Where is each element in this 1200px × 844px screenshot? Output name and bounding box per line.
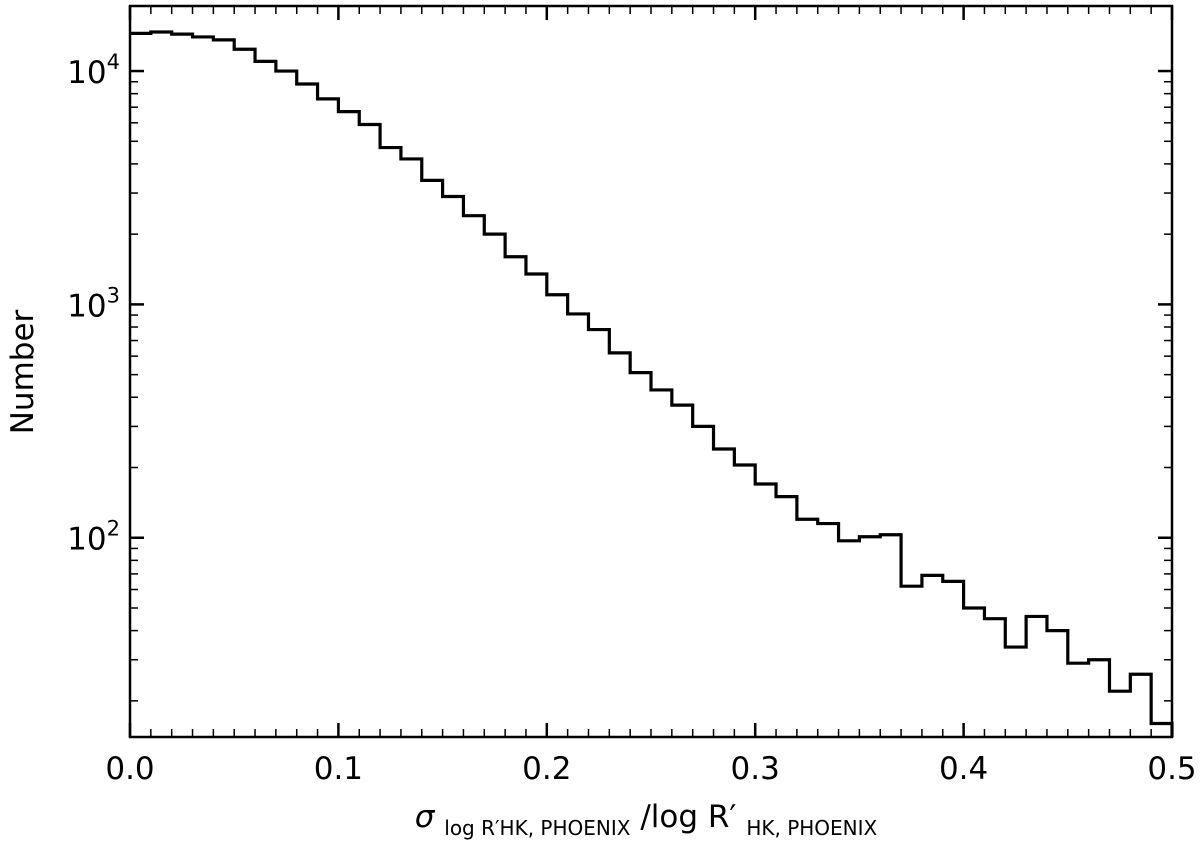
x-tick-label: 0.3 xyxy=(731,751,780,787)
y-tick-label: 104 xyxy=(67,50,120,91)
x-axis-label-rest: /log R′ xyxy=(640,799,736,835)
x-axis-label-sigma: σ xyxy=(415,799,436,835)
y-tick-base: 10 xyxy=(67,288,106,324)
minor-ticks xyxy=(130,6,1172,737)
y-tick-base: 10 xyxy=(67,522,106,558)
x-tick-label: 0.1 xyxy=(314,751,363,787)
x-axis-label-rest-sub: HK, PHOENIX xyxy=(746,816,877,840)
x-tick-label: 0.4 xyxy=(939,751,988,787)
x-axis-label: σ log R′HK, PHOENIX /log R′ HK, PHOENIX xyxy=(415,799,878,843)
x-tick-label: 0.5 xyxy=(1147,751,1196,787)
plot-frame xyxy=(128,4,1174,739)
x-tick-label: 0.2 xyxy=(522,751,571,787)
x-axis-label-sub: log R′HK, PHOENIX xyxy=(444,816,630,840)
y-tick-exponent: 4 xyxy=(107,50,120,74)
x-tick-label: 0.0 xyxy=(105,751,154,787)
histogram-series xyxy=(130,30,1174,737)
y-tick-label: 102 xyxy=(67,517,120,558)
y-tick-exponent: 2 xyxy=(107,517,120,541)
y-axis-label: Number xyxy=(5,309,41,434)
y-tick-exponent: 3 xyxy=(107,283,120,307)
y-tick-base: 10 xyxy=(67,55,106,91)
y-tick-label: 103 xyxy=(67,283,120,324)
x-tick-labels: 0.0 0.1 0.2 0.3 0.4 0.5 xyxy=(105,751,1196,787)
